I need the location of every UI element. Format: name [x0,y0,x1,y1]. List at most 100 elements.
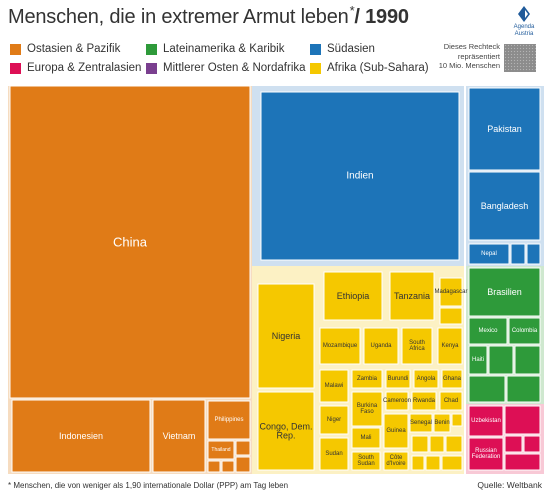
tile-philippines [207,400,251,440]
legend-label: Ostasien & Pazifik [27,43,121,55]
tile-congo-dem-rep [257,391,315,471]
source-credit: Quelle: Weltbank [477,480,542,490]
tile-label-angola: Angola [417,376,436,382]
tile-vietnam [152,399,206,473]
tile-ghana [441,369,463,389]
tile-mozambique [319,327,361,365]
tile-label-ghana: Ghana [443,376,462,382]
tile-label-south-africa: Africa [409,346,425,352]
tile-unlabeled-europa-62 [504,453,541,471]
tile-nigeria [257,283,315,389]
tile-indien [260,91,460,261]
tile-label-congo-dem-rep: Rep. [276,431,295,441]
tile-benin [433,413,451,433]
tile-label-senegal: Senegal [410,420,432,426]
tile-brasilien [468,267,541,317]
tile-label-south-sudan: South [358,455,374,461]
tile-senegal [409,413,433,433]
tile-label-uganda: Uganda [370,343,392,349]
tile-unlabeled-ostasien-8 [235,456,251,473]
tile-unlabeled-europa-61 [523,435,541,453]
tile-label-madagascar: Madagascar [434,289,467,295]
legend-label: Südasien [327,43,375,55]
tile-unlabeled-lateinamerika-55 [468,375,506,403]
tile-unlabeled-suedasien-14 [526,243,541,265]
tile-label-ethiopia: Ethiopia [337,291,370,301]
tile-mexico [468,317,508,345]
tile-unlabeled-afrika-43 [429,435,445,453]
tile-russian-federation [468,437,504,471]
tile-label-chad: Chad [444,398,458,404]
title-year: / 1990 [354,6,409,28]
tile-label-burkina-faso: Burkina [357,403,378,409]
tile-madagascar [439,277,463,307]
tile-south-africa [401,327,433,365]
tile-unlabeled-europa-59 [504,405,541,435]
tile-label-south-africa: South [409,340,425,346]
scale-note: Dieses Rechteck repräsentiert 10 Mio. Me… [418,42,500,71]
tile-unlabeled-ostasien-5 [235,440,251,456]
tile-china [9,85,251,399]
scale-note-line3: 10 Mio. Menschen [438,61,500,70]
tile-burundi [385,369,411,389]
tile-c-te-d-ivoire [383,451,409,471]
tile-label-guinea: Guinea [386,428,406,434]
logo-line1: Agenda [513,24,535,30]
tile-unlabeled-afrika-45 [411,455,425,471]
tile-uzbekistan [468,405,504,437]
tile-unlabeled-europa-60 [504,435,523,453]
tile-label-brasilien: Brasilien [487,287,522,297]
tile-unlabeled-lateinamerika-53 [488,345,514,375]
tile-tanzania [389,271,435,321]
tile-label-thailand: Thailand [211,447,230,453]
tile-label-south-sudan: Sudan [357,461,374,467]
tile-unlabeled-afrika-48 [439,307,463,325]
tile-nepal [468,243,510,265]
tile-burkina-faso [351,391,383,427]
tile-rwanda [411,391,437,411]
legend-label: Lateinamerika & Karibik [163,43,285,55]
logo-text: Agenda Austria [500,24,548,38]
tile-label-nigeria: Nigeria [272,331,301,341]
tile-label-russian-federation: Federation [472,454,501,460]
legend-swatch [10,63,21,74]
tile-label-pakistan: Pakistan [487,124,522,134]
tile-bangladesh [468,171,541,241]
tile-label-colombia: Colombia [512,328,538,334]
tile-label-c-te-d-ivoire: Côte [390,455,403,461]
legend-swatch [310,63,321,74]
legend-label: Afrika (Sub-Sahara) [327,62,429,74]
tile-unlabeled-ostasien-6 [207,460,221,473]
tile-colombia [508,317,541,345]
tile-south-sudan [351,451,381,471]
scale-note-line2: repräsentiert [457,51,500,61]
legend-label: Mittlerer Osten & Nordafrika [163,62,306,74]
tile-uganda [363,327,399,365]
tile-unlabeled-afrika-42 [411,435,429,453]
tile-label-burkina-faso: Faso [360,409,374,415]
tile-label-niger: Niger [327,417,341,423]
treemap: China Indonesien Vietnam Philippines Thailan… [8,85,544,474]
legend-swatch [146,44,157,55]
tile-haiti [468,345,488,375]
tile-mali [351,427,381,449]
tile-unlabeled-afrika-46 [425,455,441,471]
agenda-austria-logo-icon [518,6,530,22]
legend-label: Europa & Zentralasien [27,62,142,74]
tile-label-china: China [113,235,148,250]
legend-swatch [146,63,157,74]
tile-pakistan [468,87,541,171]
tile-unlabeled-afrika-44 [445,435,463,453]
tile-unlabeled-ostasien-7 [221,460,235,473]
footnote: * Menschen, die von weniger als 1,90 int… [8,481,289,490]
tile-label-zambia: Zambia [357,376,378,382]
legend-swatch [10,44,21,55]
tile-cameroon [385,391,409,411]
tile-angola [413,369,439,389]
tile-label-bangladesh: Bangladesh [481,201,529,211]
tile-label-sudan: Sudan [325,451,342,457]
scale-reference-square [504,44,536,72]
tile-label-malawi: Malawi [325,383,344,389]
tile-unlabeled-lateinamerika-54 [514,345,541,375]
tile-unlabeled-suedasien-13 [510,243,526,265]
